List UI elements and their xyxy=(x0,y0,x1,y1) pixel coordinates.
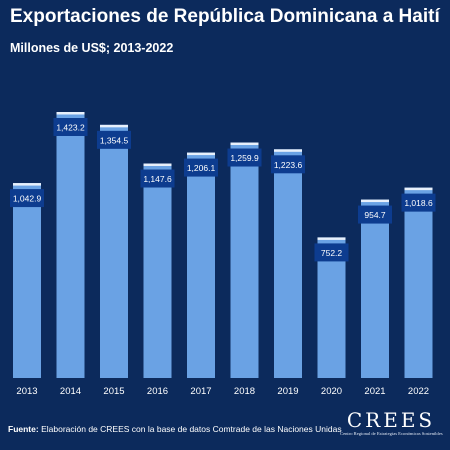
x-tick-label: 2013 xyxy=(16,386,37,397)
bar-top-edge xyxy=(187,152,215,156)
bar xyxy=(230,142,259,378)
bar-top-edge xyxy=(317,237,346,240)
bar xyxy=(143,163,172,378)
bar-top-edge xyxy=(230,142,259,146)
data-label: 1,206.1 xyxy=(187,163,216,173)
data-label-box xyxy=(271,155,305,174)
data-label: 752.2 xyxy=(321,248,343,258)
bar-top-edge xyxy=(13,183,41,186)
data-label-box xyxy=(227,148,262,167)
x-tick-label: 2021 xyxy=(364,386,385,397)
bar xyxy=(361,199,389,378)
data-label: 1,147.6 xyxy=(143,174,172,184)
data-label-box xyxy=(184,158,218,177)
data-label: 1,018.6 xyxy=(404,198,433,208)
data-label-box xyxy=(358,205,392,224)
bar xyxy=(56,112,85,378)
x-tick-label: 2018 xyxy=(234,386,255,397)
x-tick-label: 2019 xyxy=(277,386,298,397)
bar-top-edge xyxy=(56,112,85,115)
data-label-box xyxy=(140,169,175,188)
data-label: 1,042.9 xyxy=(13,194,42,204)
bar xyxy=(274,149,302,378)
data-label: 954.7 xyxy=(364,210,386,220)
source-text: Elaboración de CREES con la base de dato… xyxy=(41,424,342,434)
data-label-box xyxy=(401,193,436,212)
bar xyxy=(13,183,41,378)
x-tick-label: 2016 xyxy=(147,386,168,397)
source-note: Fuente: Elaboración de CREES con la base… xyxy=(8,424,342,434)
bar xyxy=(187,152,215,378)
crees-logo: CREES Centro Regional de Estrategias Eco… xyxy=(340,408,443,437)
x-tick-label: 2014 xyxy=(60,386,81,397)
data-label-box xyxy=(314,243,349,262)
x-tick-label: 2022 xyxy=(408,386,429,397)
data-label: 1,259.9 xyxy=(230,153,259,163)
logo-wordmark: CREES xyxy=(346,408,436,432)
data-label-box xyxy=(97,130,131,149)
source-label: Fuente: xyxy=(8,424,39,434)
x-tick-label: 2017 xyxy=(190,386,211,397)
bar-top-edge xyxy=(143,163,172,167)
bar-top-edge xyxy=(361,199,389,203)
data-label-box xyxy=(53,118,88,136)
logo-subtitle: Centro Regional de Estrategias Económica… xyxy=(340,431,443,436)
bar xyxy=(100,124,128,379)
chart-title: Exportaciones de República Dominicana a … xyxy=(10,6,440,27)
data-label: 1,223.6 xyxy=(274,160,303,170)
x-tick-label: 2020 xyxy=(321,386,342,397)
data-label-box xyxy=(10,189,44,208)
x-tick-label: 2015 xyxy=(103,386,124,397)
bar-top-edge xyxy=(404,187,433,191)
data-label: 1,423.2 xyxy=(56,123,85,133)
bar-top-edge xyxy=(100,124,128,128)
chart-subtitle: Millones de US$; 2013-2022 xyxy=(10,41,174,55)
data-label: 1,354.5 xyxy=(100,135,129,145)
bar-top-edge xyxy=(274,149,302,152)
bar xyxy=(404,187,433,378)
